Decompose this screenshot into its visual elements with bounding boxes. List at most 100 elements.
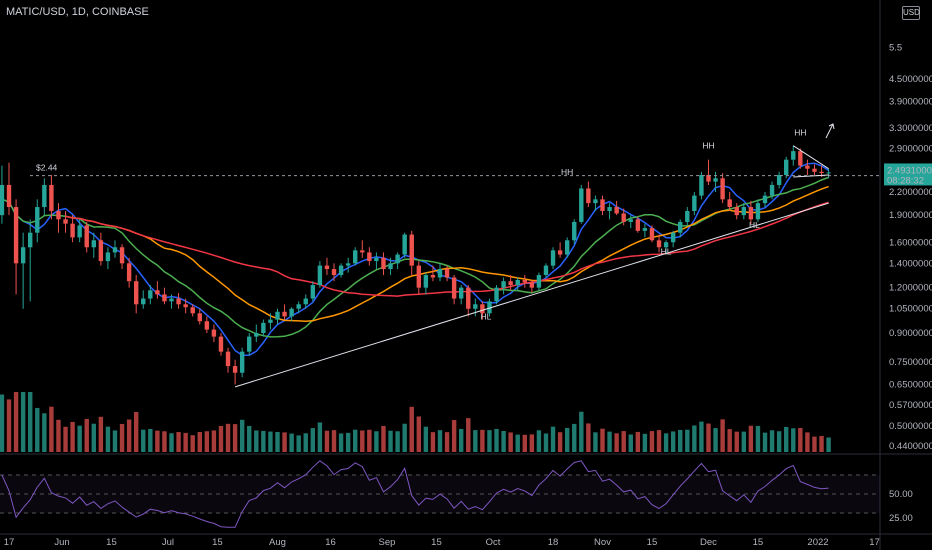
candle-body [600, 199, 605, 212]
volume-bar [444, 432, 450, 452]
volume-bar [360, 430, 365, 452]
time-tick-label: 2022 [807, 537, 828, 548]
volume-bar [501, 431, 506, 452]
candle-body [261, 322, 266, 334]
candle-body [798, 151, 803, 166]
volume-bar [35, 407, 40, 452]
candle-body [409, 234, 414, 266]
time-tick-label: 15 [753, 537, 764, 548]
swing-label: HH [702, 140, 714, 150]
bar-countdown: 08:28:32 [887, 175, 924, 186]
volume-bar [564, 427, 570, 452]
volume-bar [755, 425, 761, 452]
volume-bar [133, 412, 139, 452]
volume-bar [126, 419, 132, 452]
candle-body [105, 252, 111, 262]
candle-body [699, 175, 704, 196]
volume-bar [557, 432, 563, 452]
candle-body [649, 228, 655, 241]
candle-body [0, 184, 5, 216]
volume-bar [374, 431, 379, 452]
volume-bar [70, 421, 75, 452]
volume-bar [699, 421, 704, 452]
volume-bar [211, 430, 217, 452]
volume-bar [367, 429, 372, 452]
volume-bar [239, 419, 245, 452]
candle-body [211, 329, 217, 337]
rsi-pane: 50.00 25.00 [0, 460, 913, 528]
volume-bar [381, 425, 386, 452]
time-tick-label: Jul [162, 537, 174, 548]
volume-bar [317, 422, 323, 452]
candle-body [522, 279, 527, 283]
volume-bar [296, 435, 301, 452]
candle-body [550, 250, 556, 266]
candle-body [437, 269, 443, 278]
volume-bar [480, 429, 485, 452]
candle-body [28, 232, 33, 248]
candle-body [374, 257, 379, 262]
volume-bar [692, 425, 697, 452]
volume-bar [529, 434, 535, 452]
volume-bar [98, 416, 104, 452]
time-axis[interactable]: 17 Jun 15 Jul 15 Aug 16 Sep 15 Oct 18 Nov 15 Dec 15 202… [4, 537, 880, 548]
candle-body [466, 287, 471, 309]
volume-bar [614, 433, 619, 452]
volume-bar [494, 428, 499, 452]
volume-bar [437, 430, 443, 452]
candle-body [685, 211, 690, 222]
volume-bar [84, 418, 89, 452]
volume-bar [77, 425, 82, 452]
candle-body [713, 178, 718, 182]
volume-bar [303, 433, 308, 452]
swing-label: HH [794, 127, 806, 137]
candle-body [63, 219, 68, 224]
candle-body [204, 321, 210, 330]
volume-bar [197, 431, 202, 452]
volume-bar [218, 425, 224, 452]
volume-bar [13, 392, 19, 452]
candle-body [628, 219, 633, 222]
volume-bar [642, 433, 648, 452]
time-tick-label: Nov [594, 537, 611, 548]
candle-body [706, 175, 711, 182]
candle-body [197, 313, 202, 322]
volume-bar [522, 434, 527, 452]
candle-body [84, 225, 89, 248]
candle-body [49, 184, 54, 212]
candle-body [70, 223, 75, 238]
swing-label: HL [749, 220, 760, 230]
candle-body [727, 199, 732, 208]
volume-bar [663, 433, 669, 452]
trend-drawings: $2.44 HH HH HH HL HL HL [30, 123, 880, 388]
volume-bar [670, 431, 676, 452]
candle-body [126, 263, 132, 282]
volume-bar [409, 406, 414, 452]
volume-bar [635, 431, 641, 452]
volume-bar [49, 406, 54, 452]
volume-bar [416, 416, 422, 452]
candle-body [183, 304, 188, 308]
time-tick-label: 15 [106, 537, 117, 548]
volume-bar [141, 429, 146, 452]
volume-bar [91, 423, 96, 452]
volume-bar [353, 429, 358, 452]
volume-bar [762, 432, 768, 452]
currency-badge[interactable]: USD [902, 6, 920, 20]
volume-bar [282, 432, 287, 452]
candle-body [190, 307, 195, 314]
volume-bar [727, 429, 732, 452]
candle-body [593, 199, 598, 204]
volume-bar [247, 425, 252, 452]
volume-bar [430, 432, 436, 452]
volume-bar [685, 429, 690, 452]
